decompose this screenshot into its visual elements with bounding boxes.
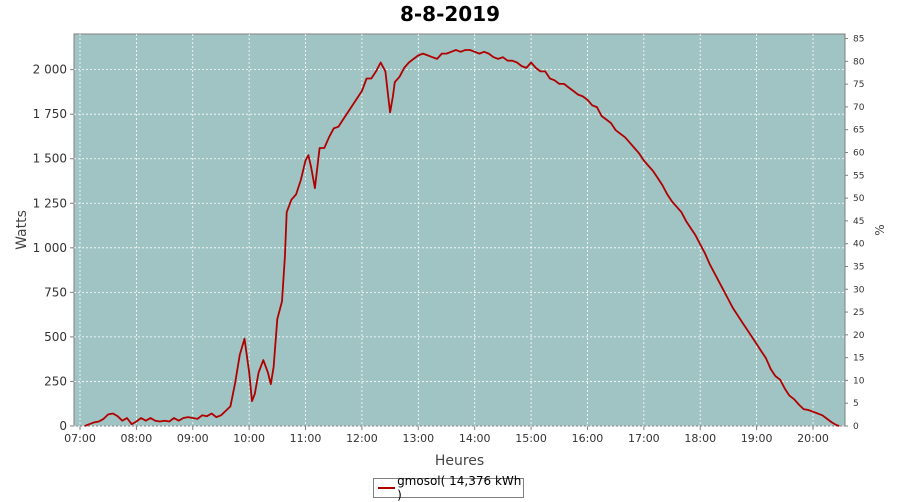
x-tick-label: 10:00 — [233, 432, 265, 445]
x-tick-label: 20:00 — [797, 432, 829, 445]
x-tick-label: 09:00 — [177, 432, 209, 445]
series-line-gmosol — [84, 49, 840, 427]
y2-axis-label: % — [873, 224, 887, 235]
legend-label: gmosol( 14,376 kWh ) — [397, 474, 522, 502]
y2-tick-label: 70 — [853, 103, 865, 113]
y2-tick-label: 65 — [853, 126, 864, 136]
y-tick-label: 0 — [59, 419, 67, 433]
legend: gmosol( 14,376 kWh ) — [373, 474, 524, 502]
y-tick-label: 1 250 — [33, 196, 67, 210]
x-tick-label: 18:00 — [684, 432, 716, 445]
y-tick-label: 500 — [44, 330, 67, 344]
y2-tick-label: 50 — [853, 194, 865, 204]
plot-area — [73, 33, 846, 427]
x-tick-label: 12:00 — [346, 432, 378, 445]
x-tick-label: 16:00 — [572, 432, 604, 445]
x-tick-label: 19:00 — [741, 432, 773, 445]
y2-tick-label: 45 — [853, 217, 864, 227]
y-tick-label: 2 000 — [33, 63, 67, 77]
y2-tick-label: 75 — [853, 80, 864, 90]
x-tick-label: 07:00 — [64, 432, 96, 445]
x-tick-label: 08:00 — [121, 432, 153, 445]
x-tick-label: 11:00 — [290, 432, 322, 445]
y2-tick-label: 20 — [853, 331, 865, 341]
x-tick-label: 15:00 — [515, 432, 547, 445]
y2-tick-label: 30 — [853, 285, 865, 295]
x-tick-label: 13:00 — [402, 432, 434, 445]
y2-tick-label: 10 — [853, 376, 865, 386]
y2-tick-label: 0 — [853, 422, 859, 432]
y-axis-label: Watts — [14, 210, 30, 250]
y2-tick-label: 15 — [853, 354, 864, 364]
y2-tick-label: 5 — [853, 399, 859, 409]
y-tick-label: 250 — [44, 374, 67, 388]
x-axis-label: Heures — [435, 453, 484, 469]
y-tick-label: 1 500 — [33, 152, 67, 166]
y2-tick-label: 25 — [853, 308, 864, 318]
x-tick-label: 14:00 — [459, 432, 491, 445]
y-tick-label: 750 — [44, 285, 67, 299]
y2-tick-label: 85 — [853, 35, 864, 45]
y2-tick-label: 40 — [853, 240, 865, 250]
y2-tick-label: 35 — [853, 262, 864, 272]
y2-tick-label: 55 — [853, 171, 864, 181]
y2-tick-label: 60 — [853, 149, 865, 159]
x-tick-label: 17:00 — [628, 432, 660, 445]
y-tick-label: 1 750 — [33, 107, 67, 121]
y-tick-label: 1 000 — [33, 241, 67, 255]
chart-title: 8-8-2019 — [399, 2, 501, 26]
legend-line-swatch — [378, 487, 396, 489]
y2-tick-label: 80 — [853, 57, 865, 67]
